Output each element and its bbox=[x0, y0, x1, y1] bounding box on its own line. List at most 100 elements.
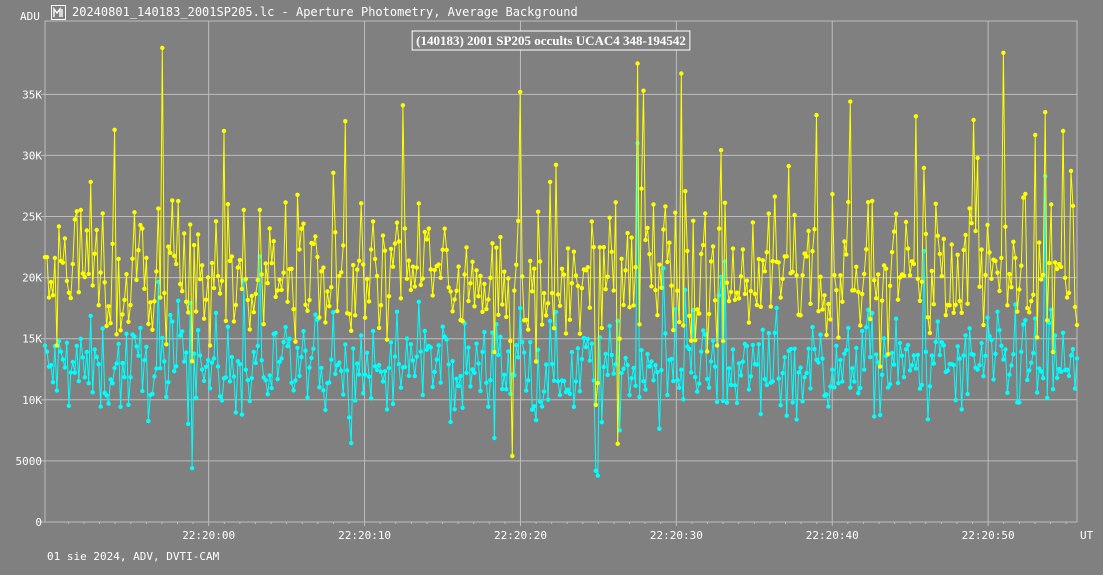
comparison-star-point bbox=[567, 391, 573, 396]
comparison-star-point bbox=[134, 344, 139, 349]
comparison-star-point bbox=[259, 358, 264, 363]
target-star-point bbox=[530, 289, 535, 294]
comparison-star-point bbox=[903, 347, 909, 352]
target-star-point bbox=[189, 359, 195, 364]
comparison-star-point bbox=[695, 389, 700, 394]
target-star-point bbox=[444, 247, 449, 253]
target-star-point bbox=[341, 243, 346, 248]
target-star-point bbox=[1045, 318, 1050, 323]
target-star-point bbox=[818, 274, 823, 279]
comparison-star-point bbox=[754, 362, 760, 367]
comparison-star-point bbox=[965, 391, 970, 397]
comparison-star-point bbox=[193, 395, 199, 400]
comparison-star-point bbox=[392, 354, 398, 359]
comparison-star-point bbox=[178, 333, 183, 338]
target-star-point bbox=[128, 302, 133, 308]
target-star-point bbox=[585, 265, 590, 270]
comparison-star-point bbox=[376, 362, 382, 368]
target-star-point bbox=[718, 148, 724, 153]
comparison-star-point bbox=[776, 376, 781, 381]
target-star-point bbox=[295, 192, 300, 197]
target-star-point bbox=[82, 274, 88, 280]
comparison-star-point bbox=[231, 374, 237, 379]
target-star-point bbox=[575, 283, 581, 289]
comparison-star-point bbox=[633, 383, 638, 388]
comparison-star-point bbox=[595, 473, 600, 478]
comparison-star-point bbox=[879, 372, 885, 377]
comparison-star-point bbox=[577, 389, 583, 394]
target-star-point bbox=[864, 247, 869, 252]
comparison-star-point bbox=[985, 315, 990, 320]
target-star-point bbox=[52, 255, 58, 261]
lightcurve-app-icon[interactable] bbox=[51, 4, 66, 20]
comparison-star-point bbox=[388, 340, 394, 345]
target-star-point bbox=[364, 276, 370, 282]
target-star-point bbox=[223, 318, 229, 324]
target-star-point bbox=[736, 296, 742, 301]
target-star-point bbox=[120, 312, 125, 317]
comparison-star-point bbox=[120, 360, 125, 366]
target-star-point bbox=[941, 236, 946, 242]
comparison-star-point bbox=[623, 355, 628, 361]
target-star-point bbox=[241, 207, 246, 213]
target-star-point bbox=[937, 251, 942, 257]
comparison-star-point bbox=[909, 363, 915, 368]
target-star-point bbox=[539, 322, 545, 327]
comparison-star-point bbox=[172, 369, 177, 374]
target-star-point bbox=[215, 273, 221, 279]
target-star-point bbox=[466, 298, 471, 304]
target-star-point bbox=[794, 273, 799, 278]
comparison-star-point bbox=[440, 324, 445, 329]
target-star-point bbox=[907, 273, 913, 278]
comparison-star-point bbox=[535, 347, 541, 352]
comparison-star-point bbox=[303, 348, 308, 353]
target-star-point bbox=[1029, 298, 1034, 304]
comparison-star-point bbox=[975, 367, 980, 372]
target-star-point bbox=[754, 302, 760, 308]
target-star-point bbox=[317, 315, 322, 320]
comparison-star-point bbox=[186, 421, 191, 427]
comparison-star-point bbox=[844, 347, 849, 353]
target-star-point bbox=[671, 327, 676, 333]
comparison-star-point bbox=[472, 370, 477, 375]
target-star-point bbox=[812, 227, 817, 232]
target-star-point bbox=[138, 222, 143, 228]
target-star-point bbox=[357, 258, 362, 263]
comparison-star-point bbox=[824, 392, 829, 397]
target-star-point bbox=[778, 295, 783, 300]
comparison-star-point bbox=[150, 391, 155, 397]
target-star-point bbox=[541, 291, 547, 296]
target-star-point bbox=[762, 269, 767, 274]
comparison-star-point bbox=[526, 378, 531, 383]
comparison-star-point bbox=[514, 343, 519, 348]
target-star-point bbox=[390, 264, 396, 269]
target-star-point bbox=[726, 298, 732, 304]
target-star-point bbox=[384, 337, 390, 342]
comparison-star-point bbox=[180, 329, 185, 334]
target-star-point bbox=[339, 270, 344, 275]
comparison-star-point bbox=[925, 417, 931, 422]
target-star-point bbox=[611, 288, 616, 293]
target-star-point bbox=[881, 263, 887, 268]
comparison-star-point bbox=[732, 383, 738, 388]
comparison-star-point bbox=[372, 364, 378, 369]
target-star-point bbox=[180, 289, 185, 294]
comparison-star-point bbox=[444, 337, 449, 342]
comparison-star-point bbox=[339, 368, 344, 373]
comparison-star-point bbox=[424, 347, 429, 352]
target-star-point bbox=[627, 305, 632, 310]
comparison-star-point bbox=[219, 398, 225, 403]
comparison-star-point bbox=[100, 326, 105, 331]
comparison-star-point bbox=[935, 319, 940, 324]
comparison-star-point bbox=[848, 385, 853, 390]
target-star-point bbox=[398, 296, 404, 301]
comparison-star-point bbox=[605, 372, 610, 377]
comparison-star-point bbox=[382, 369, 388, 374]
comparison-star-point bbox=[774, 305, 779, 311]
comparison-star-point bbox=[281, 339, 286, 345]
target-star-point bbox=[154, 269, 159, 274]
target-star-point bbox=[1041, 272, 1046, 278]
comparison-star-point bbox=[619, 370, 624, 376]
target-star-point bbox=[679, 71, 684, 76]
comparison-star-point bbox=[476, 361, 481, 366]
